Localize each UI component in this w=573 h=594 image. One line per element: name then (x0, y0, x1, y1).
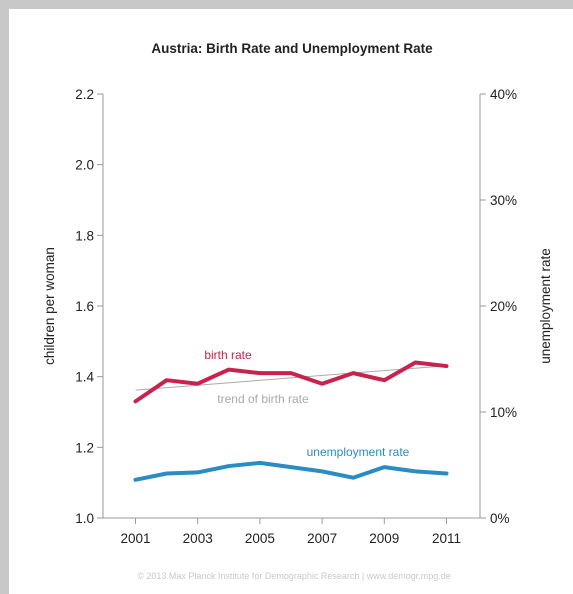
left-tick-label: 1.6 (75, 299, 94, 314)
right-tick-labels: 0% 10% 20% 30% 40% (480, 87, 517, 526)
birth-rate-label: birth rate (204, 348, 252, 362)
left-tick-label: 1.2 (75, 440, 94, 455)
x-tick-label: 2005 (245, 531, 275, 546)
right-tick-label: 30% (490, 193, 517, 208)
right-tick-label: 40% (490, 87, 517, 102)
x-tick-label: 2001 (120, 531, 150, 546)
x-tick-label: 2009 (369, 531, 399, 546)
footer-credit: © 2013 Max Planck Institute for Demograp… (137, 571, 451, 581)
left-tick-label: 1.4 (75, 370, 94, 385)
trend-label: trend of birth rate (217, 392, 309, 406)
left-tick-label: 2.2 (75, 87, 94, 102)
left-axis-label: children per woman (42, 247, 57, 365)
x-tick-label: 2011 (432, 531, 461, 546)
chart-title: Austria: Birth Rate and Unemployment Rat… (151, 41, 433, 56)
right-axis-label: unemployment rate (538, 248, 553, 364)
x-tick-label: 2007 (307, 531, 337, 546)
left-tick-label: 2.0 (75, 158, 94, 173)
right-tick-label: 20% (490, 299, 517, 314)
trend-line (135, 365, 447, 391)
x-tick-label: 2003 (183, 531, 213, 546)
unemployment-rate-label: unemployment rate (307, 445, 410, 459)
left-tick-label: 1.0 (75, 511, 94, 526)
right-tick-label: 10% (490, 405, 517, 420)
unemployment-rate-line (133, 460, 449, 482)
x-tick-labels: 2001 2003 2005 2007 2009 2011 (120, 518, 461, 546)
right-tick-label: 0% (490, 511, 510, 526)
birth-rate-line (133, 360, 449, 404)
left-tick-label: 1.8 (75, 228, 94, 243)
left-tick-labels: 1.0 1.2 1.4 1.6 1.8 2.0 2.2 (75, 87, 103, 526)
